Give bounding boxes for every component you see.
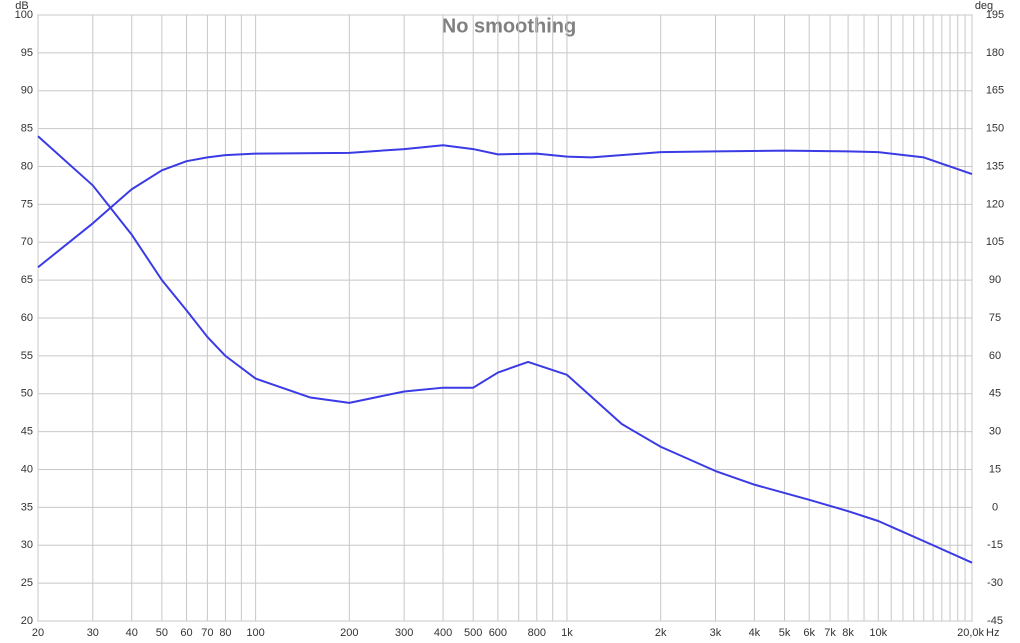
x-tick-label: 2k (655, 627, 667, 639)
x-tick-label: 7k (824, 627, 836, 639)
curve (37, 135, 973, 564)
x-tick-label: 60 (180, 627, 192, 639)
y2-tick-label: 150 (986, 123, 1004, 135)
y2-tick-label: 120 (986, 198, 1004, 210)
y-tick-label: 20 (21, 615, 33, 627)
y-tick-label: 80 (21, 160, 33, 172)
y2-tick-label: 75 (989, 312, 1001, 324)
x-axis-unit: Hz (986, 627, 999, 639)
x-tick-label: 800 (528, 627, 546, 639)
y-tick-label: 95 (21, 47, 33, 59)
y-tick-label: 75 (21, 198, 33, 210)
x-tick-label: 500 (464, 627, 482, 639)
x-tick-label: 5k (779, 627, 791, 639)
y-tick-label: 70 (21, 236, 33, 248)
x-tick-label: 30 (87, 627, 99, 639)
x-tick-label: 200 (340, 627, 358, 639)
y-tick-label: 65 (21, 274, 33, 286)
y2-tick-label: 180 (986, 47, 1004, 59)
y-tick-label: 60 (21, 312, 33, 324)
y2-tick-label: 0 (992, 501, 998, 513)
y2-tick-label: -45 (987, 615, 1003, 627)
x-tick-label: 20,0k (957, 627, 984, 639)
y2-tick-label: 195 (986, 9, 1004, 21)
y-axis-unit: dB (15, 0, 28, 12)
y2-axis-unit: deg (975, 0, 993, 12)
y2-tick-label: 105 (986, 236, 1004, 248)
x-tick-label: 80 (219, 627, 231, 639)
x-tick-label: 300 (395, 627, 413, 639)
curve (37, 144, 973, 269)
y-tick-label: 90 (21, 85, 33, 97)
y2-tick-label: 165 (986, 85, 1004, 97)
y2-tick-label: 45 (989, 388, 1001, 400)
y-tick-label: 50 (21, 388, 33, 400)
x-tick-label: 40 (126, 627, 138, 639)
x-tick-label: 400 (434, 627, 452, 639)
y2-tick-label: 30 (989, 426, 1001, 438)
x-tick-label: 600 (489, 627, 507, 639)
x-tick-label: 10k (869, 627, 887, 639)
chart-title: No smoothing (442, 15, 576, 37)
x-tick-label: 1k (561, 627, 573, 639)
y2-tick-label: 90 (989, 274, 1001, 286)
y2-tick-label: -15 (987, 539, 1003, 551)
x-tick-label: 3k (710, 627, 722, 639)
y-tick-label: 100 (15, 9, 33, 21)
y2-tick-label: -30 (987, 577, 1003, 589)
x-tick-label: 8k (842, 627, 854, 639)
y-tick-label: 35 (21, 501, 33, 513)
x-tick-label: 4k (749, 627, 761, 639)
x-tick-label: 70 (201, 627, 213, 639)
x-tick-label: 20 (32, 627, 44, 639)
y-tick-label: 45 (21, 426, 33, 438)
y-tick-label: 30 (21, 539, 33, 551)
y-tick-label: 55 (21, 350, 33, 362)
y-tick-label: 25 (21, 577, 33, 589)
x-tick-label: 6k (803, 627, 815, 639)
x-tick-label: 100 (246, 627, 264, 639)
y2-tick-label: 60 (989, 350, 1001, 362)
y-tick-label: 85 (21, 123, 33, 135)
x-tick-label: 50 (156, 627, 168, 639)
y2-tick-label: 15 (989, 463, 1001, 475)
y2-tick-label: 135 (986, 160, 1004, 172)
y-tick-label: 40 (21, 463, 33, 475)
